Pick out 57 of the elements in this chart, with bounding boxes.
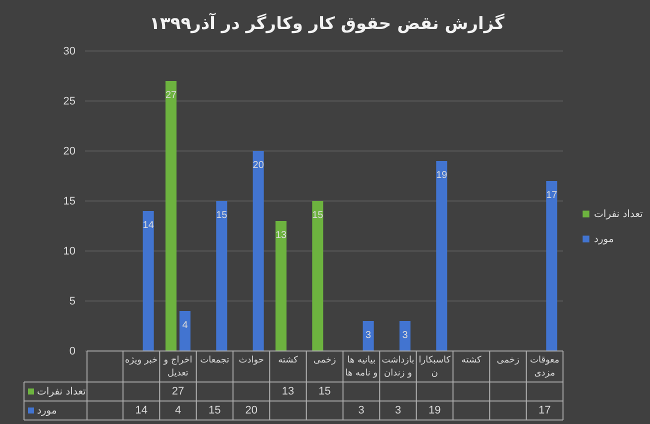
- legend-label: مورد: [594, 234, 614, 245]
- x-tick-label: حوادث: [238, 356, 264, 366]
- data-label: 27: [172, 386, 184, 398]
- x-tick-label: زخمی: [496, 356, 520, 366]
- text: 15: [216, 210, 228, 221]
- bar: [436, 161, 448, 351]
- x-tick-label: معوقات مزدی: [530, 356, 560, 378]
- x-tick-label: بیانیه ها و نامه ها: [345, 356, 378, 378]
- x-tick-label: تجمعات: [200, 356, 230, 366]
- y-tick-label: 25: [63, 96, 76, 108]
- x-tick-label: زخمی: [313, 356, 336, 366]
- data-label: 19: [428, 404, 441, 416]
- x-tick-label: کاسبکاران: [418, 356, 452, 378]
- bar: [142, 211, 154, 351]
- x-tick-label: خبر ویژه: [125, 356, 158, 366]
- text: 27: [165, 90, 177, 101]
- chart-title: گزارش نقض حقوق کار وکارگر در آذر۱۳۹۹: [150, 12, 504, 34]
- text: مورد: [37, 406, 57, 416]
- y-tick-label: 30: [63, 46, 76, 58]
- legend-label: تعداد نفرات: [37, 386, 86, 398]
- x-tick-label: کشته: [461, 356, 482, 366]
- text: 20: [252, 160, 264, 171]
- bar: [399, 321, 410, 351]
- bar: [252, 151, 264, 351]
- text: 17: [546, 190, 558, 201]
- text: 4: [182, 320, 188, 331]
- bar: [546, 181, 558, 351]
- text: 13: [275, 230, 287, 241]
- x-tick-label: کشته: [278, 356, 299, 366]
- bar: [166, 81, 177, 351]
- text: 3: [366, 330, 372, 341]
- data-label: 3: [358, 404, 364, 416]
- text: 14: [142, 220, 154, 231]
- text: 3: [402, 330, 408, 341]
- bar: [312, 201, 324, 351]
- text: 15: [312, 210, 324, 221]
- bar: [362, 321, 374, 351]
- data-label: 4: [174, 404, 182, 416]
- data-label: 14: [135, 404, 148, 416]
- y-tick-label: 5: [69, 296, 76, 308]
- y-tick-label: 0: [69, 346, 76, 358]
- bar: [276, 221, 287, 351]
- x-tick-label: بازداشت و زندان: [382, 356, 414, 378]
- data-label: 13: [282, 386, 294, 398]
- data-label: 17: [538, 404, 551, 416]
- data-label: 15: [318, 386, 331, 398]
- data-label: 20: [245, 404, 258, 416]
- text: تعداد نفرات: [594, 209, 643, 220]
- y-tick-label: 20: [63, 146, 76, 158]
- y-tick-label: 15: [63, 196, 76, 208]
- bar: [179, 311, 190, 351]
- data-label: 15: [208, 404, 221, 416]
- y-tick-label: 10: [63, 246, 76, 258]
- text: 19: [436, 170, 448, 181]
- x-tick-label: اخراج و تعدیل: [162, 356, 192, 378]
- bar: [216, 201, 228, 351]
- data-label: 3: [394, 404, 402, 416]
